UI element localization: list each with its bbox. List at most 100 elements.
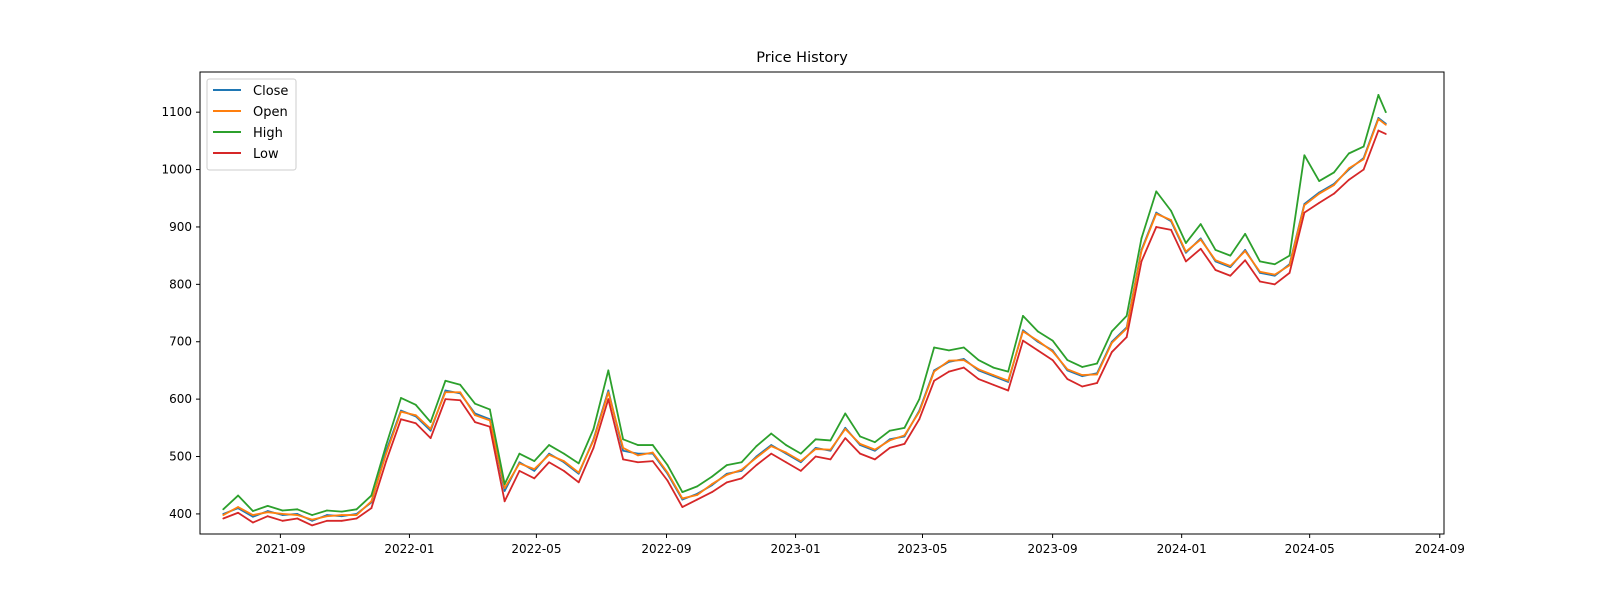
- data-point: [948, 349, 950, 352]
- data-point: [785, 444, 787, 446]
- y-tick-label: 600: [169, 392, 192, 406]
- data-point: [740, 461, 743, 464]
- data-point: [873, 458, 876, 461]
- data-point: [948, 370, 950, 373]
- data-point: [370, 494, 373, 497]
- data-point: [400, 418, 402, 421]
- data-point: [1273, 283, 1276, 286]
- data-point: [622, 458, 625, 461]
- data-point: [799, 452, 802, 455]
- data-point: [622, 449, 625, 452]
- data-point: [251, 521, 254, 524]
- data-point: [711, 491, 713, 493]
- data-point: [1199, 238, 1202, 241]
- data-point: [400, 410, 402, 413]
- series-layer: [222, 94, 1387, 527]
- data-point: [799, 469, 802, 472]
- data-point: [1318, 192, 1321, 195]
- legend: Close Open High Low: [206, 78, 297, 171]
- chart-title: Price History: [756, 50, 848, 66]
- data-point: [1022, 339, 1024, 342]
- legend-label: Open: [253, 105, 288, 120]
- x-tick-label: 2024-09: [1415, 542, 1465, 556]
- data-point: [1081, 385, 1084, 388]
- data-point: [266, 515, 269, 518]
- data-point: [948, 359, 950, 362]
- data-point: [281, 509, 284, 512]
- data-point: [414, 414, 417, 417]
- data-point: [607, 391, 610, 394]
- data-point: [548, 453, 550, 456]
- legend-label: High: [253, 126, 283, 141]
- data-point: [592, 447, 595, 449]
- data-point: [1362, 145, 1365, 148]
- data-point: [1259, 270, 1261, 273]
- data-point: [903, 443, 906, 445]
- data-point: [1184, 250, 1187, 253]
- data-point: [829, 448, 832, 451]
- data-point: [326, 509, 328, 512]
- data-point: [251, 514, 254, 516]
- data-point: [770, 432, 773, 435]
- y-tick-label: 1000: [161, 163, 192, 177]
- y-tick-label: 500: [169, 450, 192, 464]
- x-tick-label: 2022-05: [511, 542, 561, 556]
- data-point: [459, 391, 462, 394]
- data-point: [1081, 374, 1084, 376]
- data-point: [888, 429, 891, 432]
- data-point: [1155, 212, 1158, 215]
- data-point: [740, 477, 743, 480]
- data-point: [1007, 379, 1010, 382]
- data-point: [1096, 382, 1098, 384]
- data-point: [562, 460, 565, 463]
- data-point: [1066, 378, 1069, 380]
- data-point: [711, 483, 713, 485]
- data-point: [681, 497, 684, 500]
- data-point: [533, 469, 536, 472]
- data-point: [1066, 359, 1069, 361]
- data-point: [311, 524, 314, 527]
- series-line-open: [222, 118, 1387, 521]
- x-tick-label: 2023-09: [1028, 542, 1078, 556]
- data-point: [755, 456, 758, 459]
- data-point: [992, 383, 995, 386]
- data-point: [1140, 250, 1143, 252]
- data-point: [888, 439, 891, 442]
- data-point: [577, 471, 580, 474]
- data-point: [1303, 154, 1306, 157]
- data-point: [548, 461, 550, 464]
- data-point: [962, 346, 965, 349]
- legend-item-close: Close: [213, 84, 288, 99]
- data-point: [977, 359, 980, 361]
- data-point: [814, 455, 817, 458]
- series-line-low: [222, 129, 1387, 527]
- data-point: [1347, 167, 1350, 170]
- data-point: [414, 422, 417, 425]
- data-point: [488, 408, 491, 411]
- data-point: [429, 429, 432, 432]
- data-point: [637, 454, 639, 457]
- data-point: [326, 519, 328, 522]
- data-point: [888, 447, 891, 449]
- data-point: [1288, 254, 1291, 257]
- data-point: [444, 398, 447, 401]
- data-point: [1318, 201, 1321, 204]
- data-point: [1318, 180, 1321, 182]
- data-point: [251, 515, 254, 518]
- series-high: [222, 94, 1387, 516]
- data-point: [607, 389, 610, 392]
- data-point: [266, 511, 269, 514]
- data-point: [1051, 359, 1054, 361]
- series-line-close: [222, 117, 1387, 522]
- data-point: [488, 425, 491, 428]
- data-point: [1273, 263, 1276, 266]
- data-point: [711, 475, 713, 478]
- data-point: [1259, 280, 1261, 283]
- data-point: [518, 462, 521, 465]
- data-point: [1125, 327, 1128, 330]
- x-tick-label: 2021-09: [255, 542, 305, 556]
- data-point: [1022, 330, 1024, 333]
- data-point: [503, 487, 506, 489]
- data-point: [903, 434, 906, 437]
- data-point: [859, 435, 861, 438]
